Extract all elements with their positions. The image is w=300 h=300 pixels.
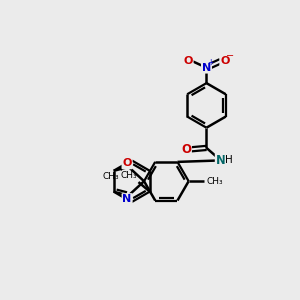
Text: CH₃: CH₃ xyxy=(206,177,223,186)
Text: O: O xyxy=(181,143,191,156)
Text: CH₃: CH₃ xyxy=(120,171,137,180)
Text: +: + xyxy=(207,58,213,67)
Text: CH₃: CH₃ xyxy=(102,172,119,181)
Text: −: − xyxy=(226,51,234,61)
Text: H: H xyxy=(225,155,233,165)
Text: N: N xyxy=(122,194,132,204)
Text: O: O xyxy=(122,158,132,168)
Text: O: O xyxy=(183,56,193,66)
Text: N: N xyxy=(216,154,226,167)
Text: N: N xyxy=(202,63,211,73)
Text: O: O xyxy=(220,56,230,66)
